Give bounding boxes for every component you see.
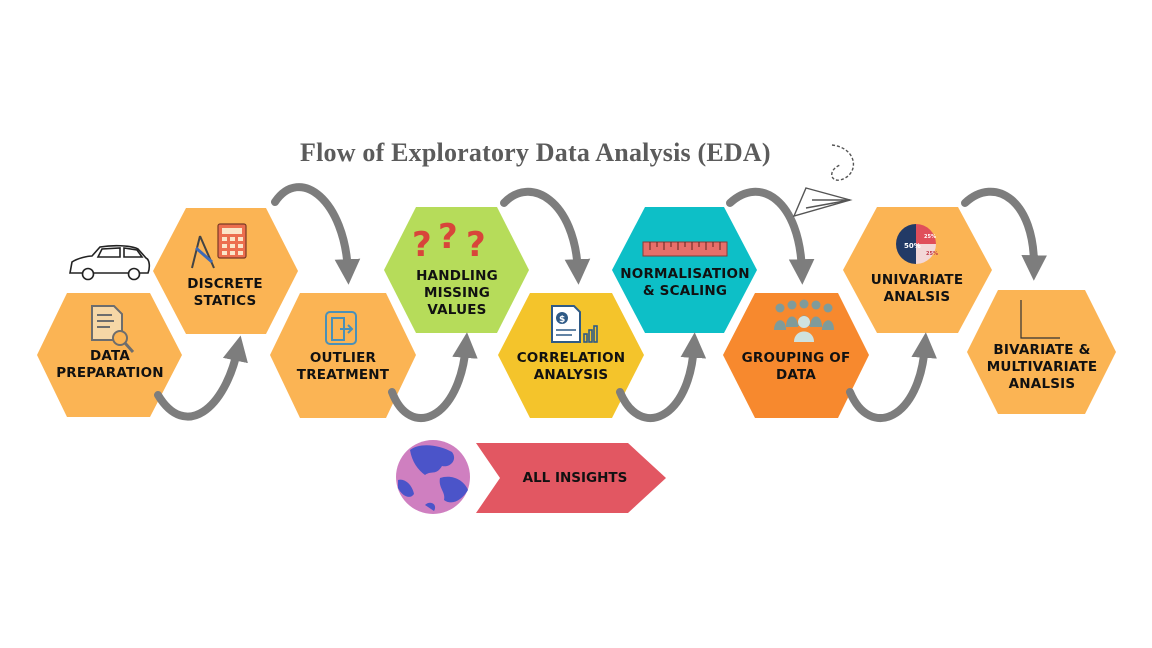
document-search-icon xyxy=(91,305,135,353)
hex-bivariate-multivariate xyxy=(967,290,1116,414)
step-label-line: DATA xyxy=(775,367,816,383)
paper-plane-icon xyxy=(792,144,855,218)
hex-data-preparation xyxy=(37,293,182,417)
arrow-5-to-6 xyxy=(616,332,707,422)
step-label-bivariate-multivariate: BIVARIATE & MULTIVARIATE ANALSIS xyxy=(976,342,1108,393)
pie-chart-icon: 50% 25% 25% xyxy=(896,224,938,264)
step-label-handling-missing-values: HANDLING MISSING VALUES xyxy=(397,268,517,319)
svg-text:?: ? xyxy=(466,225,486,265)
car-icon xyxy=(69,244,151,281)
step-label-line: DISCRETE xyxy=(187,276,263,292)
step-label-line: OUTLIER xyxy=(309,350,377,366)
step-label-line: GROUPING OF xyxy=(741,350,851,366)
hex-handling-missing-values xyxy=(384,207,529,333)
arrow-4-to-5 xyxy=(500,188,591,285)
pie-slice-b-label: 25% xyxy=(926,251,938,257)
all-insights-label: ALL INSIGHTS xyxy=(522,470,628,486)
step-label-line: ANALSIS xyxy=(883,289,951,305)
step-label-line: MISSING xyxy=(423,285,491,301)
step-label-line: UNIVARIATE xyxy=(870,272,964,288)
step-label-line: HANDLING xyxy=(416,268,498,284)
step-label-line: DATA xyxy=(89,348,130,364)
arrow-2-to-3 xyxy=(271,183,361,285)
arrow-1-to-2 xyxy=(154,335,248,421)
step-label-line: & SCALING xyxy=(642,283,728,299)
step-label-normalisation-scaling: NORMALISATION & SCALING xyxy=(615,266,755,300)
svg-text:?: ? xyxy=(412,225,432,265)
step-label-grouping-of-data: GROUPING OF DATA xyxy=(736,350,856,384)
pie-slice-a-label: 25% xyxy=(924,234,936,240)
step-label-line: STATICS xyxy=(193,293,257,309)
arrow-7-to-8 xyxy=(846,332,937,422)
axes-icon xyxy=(1020,300,1060,339)
hex-outlier-treatment xyxy=(270,293,416,418)
financial-report-icon: $ xyxy=(551,305,598,343)
ruler-icon xyxy=(642,241,728,257)
people-group-icon xyxy=(774,299,834,342)
hex-discrete-statics xyxy=(153,208,298,334)
pie-main-label: 50% xyxy=(904,242,921,250)
globe-icon xyxy=(396,440,470,514)
arrow-8-to-9 xyxy=(961,187,1047,281)
step-label-line: ANALYSIS xyxy=(533,367,609,383)
step-label-correlation-analysis: CORRELATION ANALYSIS xyxy=(506,350,636,384)
exit-door-icon xyxy=(325,311,357,345)
step-label-outlier-treatment: OUTLIER TREATMENT xyxy=(283,350,403,384)
svg-text:?: ? xyxy=(438,217,458,257)
calculator-icon xyxy=(191,223,247,269)
step-label-univariate-analsis: UNIVARIATE ANALSIS xyxy=(857,272,977,306)
page-title: Flow of Exploratory Data Analysis (EDA) xyxy=(300,138,771,167)
arrow-6-to-7 xyxy=(726,188,815,285)
step-label-line: ANALSIS xyxy=(1008,376,1076,392)
hex-univariate-analsis xyxy=(843,207,992,333)
svg-text:$: $ xyxy=(559,315,565,325)
step-label-line: TREATMENT xyxy=(296,367,390,383)
step-label-line: BIVARIATE & xyxy=(993,342,1091,358)
step-label-line: PREPARATION xyxy=(56,365,164,381)
step-label-line: NORMALISATION xyxy=(620,266,750,282)
step-label-line: VALUES xyxy=(427,302,487,318)
hex-normalisation-scaling xyxy=(612,207,757,333)
step-label-data-preparation: DATA PREPARATION xyxy=(50,348,170,382)
arrow-3-to-4 xyxy=(388,332,478,422)
step-label-line: CORRELATION xyxy=(516,350,626,366)
step-label-discrete-statics: DISCRETE STATICS xyxy=(165,276,285,310)
hex-correlation-analysis xyxy=(498,293,644,418)
all-insights-banner xyxy=(476,443,666,513)
step-label-line: MULTIVARIATE xyxy=(986,359,1098,375)
question-marks-icon: ? ? ? xyxy=(412,217,486,265)
